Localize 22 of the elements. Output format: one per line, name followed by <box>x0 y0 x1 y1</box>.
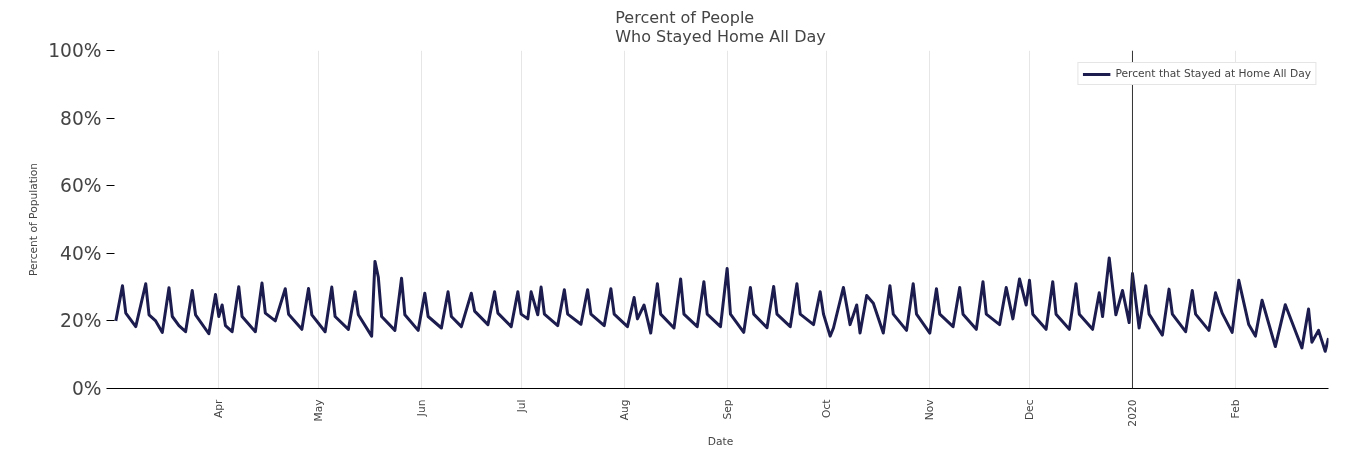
chart-title: Percent of People Who Stayed Home All Day <box>615 7 826 46</box>
y-tick-label: 60% <box>60 175 102 197</box>
x-tick-label: May <box>311 399 325 422</box>
y-tick-label: 0% <box>71 378 102 399</box>
x-tick-label: Oct <box>820 399 834 418</box>
y-axis-title: Percent of Population <box>27 162 41 277</box>
x-tick-label: Feb <box>1228 399 1242 419</box>
y-tick-label: 40% <box>60 242 102 264</box>
legend-label: Percent that Stayed at Home All Day <box>1115 67 1311 80</box>
y-tick-label: 20% <box>60 310 102 332</box>
x-tick-label: Apr <box>212 398 226 418</box>
x-axis-title: Date <box>707 434 734 448</box>
x-tick-label: Nov <box>923 399 937 421</box>
x-tick-label: Sep <box>720 399 734 420</box>
x-tick-label: Dec <box>1022 399 1036 421</box>
x-tick-label: Jul <box>514 399 528 414</box>
y-tick-label: 100% <box>48 40 102 61</box>
x-tick-label: 2020 <box>1125 399 1139 427</box>
y-tick-label: 80% <box>60 107 102 129</box>
x-tick-label: Aug <box>617 399 631 421</box>
x-tick-label: Jun <box>414 399 428 418</box>
line-series <box>114 256 1329 353</box>
